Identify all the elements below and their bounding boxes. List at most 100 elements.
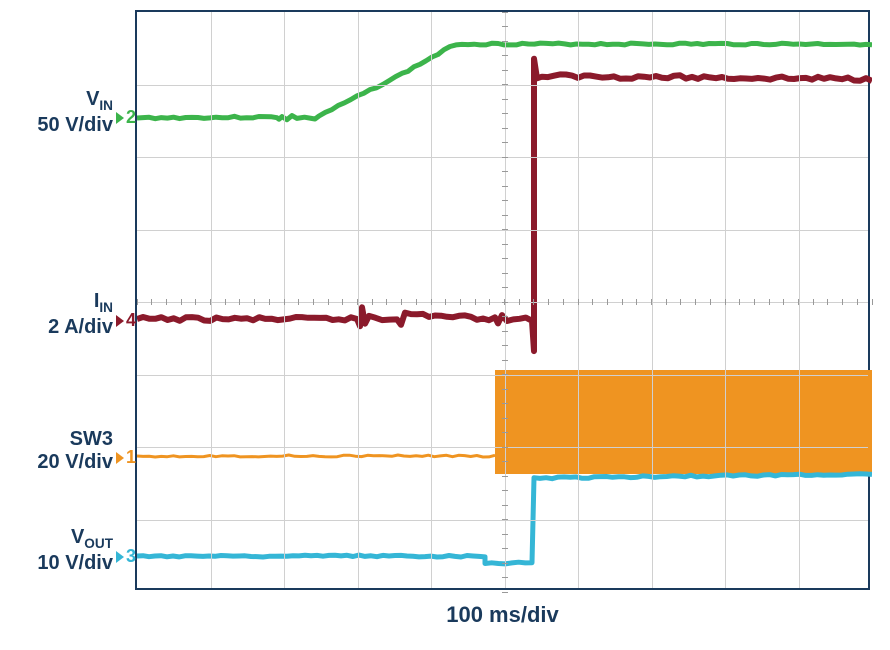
center-tick bbox=[827, 299, 828, 305]
channel-label-ch4: IIN2 A/div bbox=[8, 290, 113, 339]
x-axis-label: 100 ms/div bbox=[135, 602, 870, 628]
center-tick bbox=[166, 299, 167, 305]
center-tick bbox=[857, 299, 858, 305]
channel-marker-icon bbox=[116, 452, 124, 464]
center-tick bbox=[519, 299, 520, 305]
center-tick bbox=[622, 299, 623, 305]
center-tick bbox=[592, 299, 593, 305]
center-tick bbox=[666, 299, 667, 305]
center-tick bbox=[502, 244, 508, 245]
center-tick bbox=[502, 476, 508, 477]
center-tick bbox=[342, 299, 343, 305]
center-tick bbox=[502, 258, 508, 259]
center-tick bbox=[502, 200, 508, 201]
center-tick bbox=[651, 299, 652, 305]
channel-marker-ch4: 4 bbox=[116, 310, 136, 331]
center-tick bbox=[502, 345, 508, 346]
center-tick bbox=[431, 299, 432, 305]
center-tick bbox=[502, 403, 508, 404]
center-tick bbox=[210, 299, 211, 305]
center-tick bbox=[502, 374, 508, 375]
center-tick bbox=[502, 548, 508, 549]
center-tick bbox=[151, 299, 152, 305]
channel-number: 2 bbox=[126, 107, 136, 128]
center-tick bbox=[607, 299, 608, 305]
center-tick bbox=[298, 299, 299, 305]
center-tick bbox=[695, 299, 696, 305]
center-tick bbox=[502, 490, 508, 491]
channel-number: 3 bbox=[126, 546, 136, 567]
center-tick bbox=[502, 505, 508, 506]
center-tick bbox=[563, 299, 564, 305]
center-tick bbox=[195, 299, 196, 305]
oscilloscope-plot bbox=[135, 10, 870, 590]
center-tick bbox=[636, 299, 637, 305]
center-tick bbox=[502, 331, 508, 332]
trace-ch1-switching-band bbox=[495, 370, 872, 474]
center-tick bbox=[710, 299, 711, 305]
center-tick bbox=[502, 273, 508, 274]
center-tick bbox=[502, 229, 508, 230]
center-tick bbox=[357, 299, 358, 305]
channel-marker-ch3: 3 bbox=[116, 546, 136, 567]
center-tick bbox=[502, 41, 508, 42]
channel-marker-icon bbox=[116, 315, 124, 327]
center-tick bbox=[502, 186, 508, 187]
trace-ch1 bbox=[137, 455, 495, 457]
center-tick bbox=[754, 299, 755, 305]
center-tick bbox=[680, 299, 681, 305]
center-tick bbox=[502, 534, 508, 535]
center-tick bbox=[460, 299, 461, 305]
center-tick bbox=[475, 299, 476, 305]
center-tick bbox=[269, 299, 270, 305]
center-tick bbox=[533, 299, 534, 305]
center-tick bbox=[578, 299, 579, 305]
center-tick bbox=[502, 99, 508, 100]
channel-label-ch2: VIN50 V/div bbox=[8, 88, 113, 137]
channel-marker-icon bbox=[116, 551, 124, 563]
center-tick bbox=[372, 299, 373, 305]
center-tick bbox=[783, 299, 784, 305]
channel-label-ch1: SW320 V/div bbox=[8, 428, 113, 474]
center-tick bbox=[842, 299, 843, 305]
center-tick bbox=[725, 299, 726, 305]
center-tick bbox=[416, 299, 417, 305]
center-tick bbox=[502, 84, 508, 85]
center-tick bbox=[502, 519, 508, 520]
center-tick bbox=[798, 299, 799, 305]
center-tick bbox=[502, 389, 508, 390]
center-tick bbox=[284, 299, 285, 305]
center-tick bbox=[502, 316, 508, 317]
center-tick bbox=[137, 299, 138, 305]
center-tick bbox=[502, 215, 508, 216]
channel-marker-icon bbox=[116, 112, 124, 124]
center-tick bbox=[502, 70, 508, 71]
center-tick bbox=[813, 299, 814, 305]
center-tick bbox=[502, 461, 508, 462]
center-tick bbox=[548, 299, 549, 305]
center-tick bbox=[181, 299, 182, 305]
center-tick bbox=[239, 299, 240, 305]
center-tick bbox=[502, 287, 508, 288]
center-tick bbox=[254, 299, 255, 305]
center-tick bbox=[502, 157, 508, 158]
channel-number: 4 bbox=[126, 310, 136, 331]
center-tick bbox=[872, 299, 873, 305]
center-tick bbox=[769, 299, 770, 305]
channel-number: 1 bbox=[126, 447, 136, 468]
channel-marker-ch2: 2 bbox=[116, 107, 136, 128]
channel-marker-ch1: 1 bbox=[116, 447, 136, 468]
center-tick bbox=[502, 447, 508, 448]
center-tick bbox=[313, 299, 314, 305]
center-tick bbox=[502, 55, 508, 56]
center-tick bbox=[502, 592, 508, 593]
center-tick bbox=[502, 302, 508, 303]
center-tick bbox=[502, 26, 508, 27]
center-tick bbox=[739, 299, 740, 305]
center-tick bbox=[502, 142, 508, 143]
center-tick bbox=[328, 299, 329, 305]
channel-label-ch3: VOUT10 V/div bbox=[8, 526, 113, 575]
center-tick bbox=[502, 12, 508, 13]
center-tick bbox=[502, 577, 508, 578]
center-tick bbox=[502, 171, 508, 172]
